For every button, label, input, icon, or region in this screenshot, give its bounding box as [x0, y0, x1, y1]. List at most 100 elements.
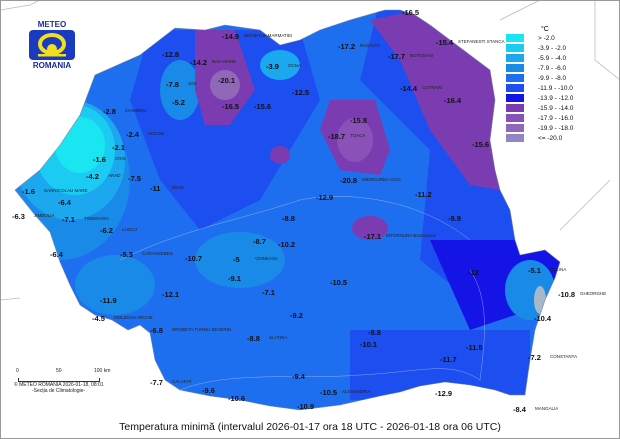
station-name: CARANSEBES — [142, 251, 173, 256]
legend-label: -19.9 - -18.0 — [538, 124, 574, 132]
station-value: -10.5 — [330, 278, 348, 287]
station-value: -12.9 — [435, 389, 453, 398]
station-value: -7.1 — [262, 288, 275, 297]
station-value: -12.1 — [162, 290, 180, 299]
legend-swatch — [506, 104, 524, 112]
station-value: -12.5 — [292, 88, 310, 97]
legend-item: -19.9 - -18.0 — [506, 123, 573, 133]
station-name: LUGOJ — [122, 227, 138, 232]
station-value: -1.6 — [22, 187, 35, 196]
legend-swatch — [506, 124, 524, 132]
station-name: ARAD — [108, 173, 121, 178]
station-value: -10.6 — [228, 394, 246, 403]
station-value: -8.7 — [253, 237, 266, 246]
station-value: -3.9 — [266, 62, 279, 71]
station-value: -7.5 — [128, 174, 141, 183]
legend-swatch — [506, 84, 524, 92]
station-value: -9.8 — [368, 328, 381, 337]
station-name: VOINEASA — [255, 256, 279, 261]
legend-item: > -2.0 — [506, 33, 573, 43]
station-value: -6.3 — [12, 212, 25, 221]
legend-swatch — [506, 44, 524, 52]
station-value: -7.2 — [528, 353, 541, 362]
station-name: JIMBOLIA — [34, 213, 55, 218]
station-value: -11.7 — [440, 355, 457, 364]
legend-label: -17.9 - -16.0 — [538, 114, 574, 122]
legend-label: > -2.0 — [538, 34, 555, 42]
copyright-credit: © METEO ROMANIA 2026-01-18, 08:01 — [14, 382, 104, 388]
station-value: -15.4 — [436, 38, 454, 47]
station-name: MIERCUREA CIUC — [362, 177, 402, 182]
legend-item: -11.9 - -10.0 — [506, 83, 573, 93]
legend-label: -7.9 - -6.0 — [538, 64, 567, 72]
station-name: DROBETA TURNU SEVERIN — [172, 327, 232, 332]
station-name: OCNA — [288, 63, 302, 68]
station-value: -20.8 — [340, 176, 358, 185]
station-value: -16.5 — [222, 102, 240, 111]
station-value: -12.8 — [162, 50, 180, 59]
legend-swatch — [506, 94, 524, 102]
station-value: -9.9 — [448, 214, 461, 223]
station-value: -14.9 — [222, 32, 240, 41]
station-name: BOTOSANI — [410, 53, 434, 58]
scale-line — [18, 378, 100, 382]
legend-label: <= -20.0 — [538, 134, 563, 142]
legend-label: -9.9 - -8.0 — [538, 74, 567, 82]
station-value: -15.6 — [254, 102, 272, 111]
legend-swatch — [506, 64, 524, 72]
legend-item: -9.9 - -8.0 — [506, 73, 573, 83]
station-name: SULINA — [550, 267, 567, 272]
station-name: DEVA — [172, 185, 184, 190]
section-credit: -Secția de Climatologie- — [32, 388, 86, 394]
station-value: -18.7 — [328, 132, 346, 141]
station-name: CONSTANTA — [550, 354, 578, 359]
station-value: -7.7 — [150, 378, 163, 387]
station-value: -16.5 — [402, 8, 420, 17]
station-value: -6.2 — [100, 226, 113, 235]
romania-border — [14, 9, 561, 411]
logo-emblem — [29, 30, 75, 60]
scale-tick-0: 0 — [16, 368, 19, 374]
legend-label: -13.9 - -12.0 — [538, 94, 574, 102]
station-value: -7.8 — [166, 80, 179, 89]
station-value: -5 — [233, 255, 240, 264]
station-name: COTNARI — [422, 85, 443, 90]
station-value: -14.2 — [190, 58, 208, 67]
station-value: -1.6 — [93, 155, 106, 164]
legend-item: -13.9 - -12.0 — [506, 93, 573, 103]
station-name: SANNICOLAU MARE — [44, 188, 88, 193]
station-value: -4.2 — [86, 172, 99, 181]
station-value: -10.1 — [360, 340, 378, 349]
legend-label: -15.9 - -14.0 — [538, 104, 574, 112]
map-title: Temperatura minimă (intervalul 2026-01-1… — [119, 421, 501, 433]
scale-bar: 0 50 100 km © METEO ROMANIA 2026-01-18, … — [14, 368, 114, 394]
legend-item: -17.9 - -16.0 — [506, 113, 573, 123]
station-value: -12 — [468, 268, 479, 277]
legend-item: -3.9 - -2.0 — [506, 43, 573, 53]
station-value: -10.5 — [320, 388, 338, 397]
station-name: MOLDOVA VECHE — [114, 315, 153, 320]
station-value: -15.6 — [472, 140, 490, 149]
station-name: STEFANESTI STANCA — [458, 39, 505, 44]
legend-label: -11.9 - -10.0 — [538, 84, 573, 92]
station-value: -17.7 — [388, 52, 406, 61]
station-value: -2.1 — [112, 143, 125, 152]
station-value: -7.1 — [62, 215, 75, 224]
station-value: -10.8 — [558, 290, 576, 299]
station-value: -8.8 — [282, 214, 295, 223]
station-value: -6.8 — [150, 326, 163, 335]
station-value: -11.2 — [415, 190, 432, 199]
station-value: -5.1 — [528, 266, 541, 275]
station-value: -2.4 — [126, 130, 139, 139]
station-name: MANGALIA — [535, 406, 559, 411]
station-value: -8.4 — [513, 405, 526, 414]
legend-swatch — [506, 134, 524, 142]
station-value: -17.2 — [338, 42, 356, 51]
legend-swatch — [506, 74, 524, 82]
station-value: -14.4 — [400, 84, 418, 93]
station-name: CALAFAT — [172, 379, 192, 384]
legend-unit: °C — [541, 26, 549, 33]
station-name: SLATINA — [269, 335, 288, 340]
